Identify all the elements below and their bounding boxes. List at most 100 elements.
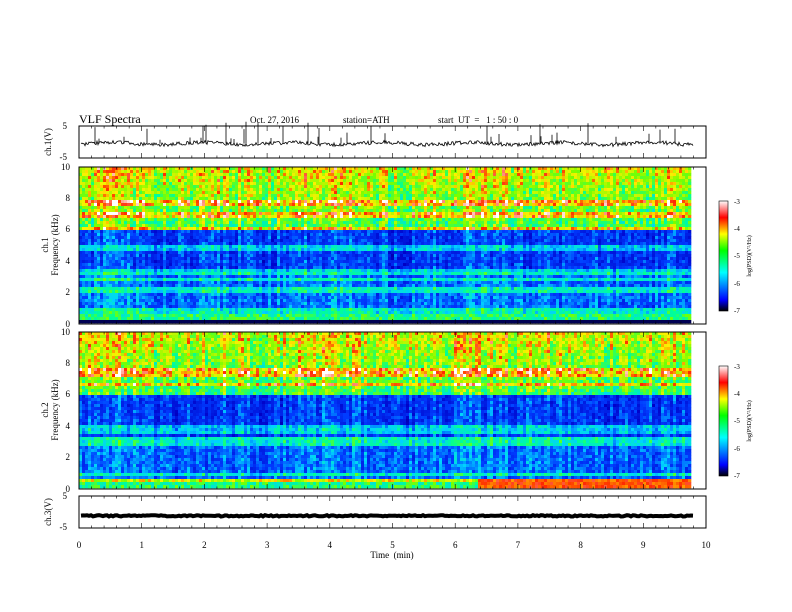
spectrogram-cell [163, 191, 167, 195]
spectrogram-cell [85, 239, 89, 243]
spectrogram-cell [223, 194, 227, 198]
spectrogram-cell [259, 191, 263, 195]
spectrogram-cell [577, 197, 581, 201]
spectrogram-cell [631, 191, 635, 195]
spectrogram-cell [517, 188, 521, 192]
spectrogram-cell [130, 233, 134, 237]
spectrogram-cell [136, 218, 140, 222]
spectrogram-cell [109, 236, 113, 240]
spectrogram-cell [397, 218, 401, 222]
spectrogram-cell [457, 230, 461, 234]
spectrogram-cell [292, 239, 296, 243]
spectrogram-cell [397, 227, 401, 231]
spectrogram-cell [271, 197, 275, 201]
spectrogram-cell [589, 200, 593, 204]
spectrogram-cell [688, 167, 692, 171]
spectrogram-cell [313, 173, 317, 177]
spectrogram-cell [307, 179, 311, 183]
spectrogram-cell [430, 173, 434, 177]
spectrogram-cell [277, 191, 281, 195]
spectrogram-cell [94, 191, 98, 195]
spectrogram-cell [406, 173, 410, 177]
spectrogram-cell [277, 197, 281, 201]
spectrogram-cell [373, 224, 377, 228]
spectrogram-cell [685, 191, 689, 195]
spectrogram-cell [469, 185, 473, 189]
spectrogram-cell [673, 191, 677, 195]
spectrogram-cell [643, 185, 647, 189]
spectrogram-cell [283, 182, 287, 186]
spectrogram-cell [193, 215, 197, 219]
spectrogram-cell [634, 182, 638, 186]
spectrogram-cell [298, 194, 302, 198]
spectrogram-cell [274, 167, 278, 171]
spectrogram-cell [409, 233, 413, 237]
spectrogram-cell [82, 230, 86, 234]
spectrogram-cell [418, 173, 422, 177]
spectrogram-cell [514, 191, 518, 195]
spectrogram-cell [172, 230, 176, 234]
spectrogram-cell [631, 167, 635, 171]
spectrogram-cell [586, 194, 590, 198]
spectrogram-cell [577, 236, 581, 240]
spectrogram-cell [97, 176, 101, 180]
spectrogram-cell [334, 188, 338, 192]
spectrogram-cell [139, 179, 143, 183]
spectrogram-cell [301, 239, 305, 243]
spectrogram-cell [133, 173, 137, 177]
spectrogram-cell [178, 227, 182, 231]
spectrogram-cell [325, 167, 329, 171]
spectrogram-cell [505, 224, 509, 228]
spectrogram-cell [577, 191, 581, 195]
spectrogram-cell [130, 224, 134, 228]
spectrogram-cell [304, 170, 308, 174]
spectrogram-cell [118, 170, 122, 174]
spectrogram-cell [118, 191, 122, 195]
spectrogram-cell [658, 221, 662, 225]
spectrogram-cell [157, 227, 161, 231]
spectrogram-cell [352, 200, 356, 204]
spectrogram-cell [679, 209, 683, 213]
spectrogram-cell [562, 176, 566, 180]
spectrogram-cell [295, 203, 299, 207]
spectrogram-cell [304, 218, 308, 222]
spectrogram-cell [412, 188, 416, 192]
spectrogram-cell [139, 167, 143, 171]
spectrogram-cell [538, 218, 542, 222]
spectrogram-cell [436, 197, 440, 201]
spectrogram-cell [268, 179, 272, 183]
spectrogram-cell [613, 182, 617, 186]
spectrogram-cell [151, 167, 155, 171]
spectrogram-cell [475, 197, 479, 201]
spectrogram-cell [304, 233, 308, 237]
spectrogram-cell [391, 197, 395, 201]
spectrogram-cell [349, 176, 353, 180]
spectrogram-cell [514, 212, 518, 216]
spectrogram-cell [466, 170, 470, 174]
spectrogram-cell [238, 224, 242, 228]
spectrogram-cell [82, 221, 86, 225]
spectrogram-cell [340, 170, 344, 174]
spectrogram-cell [550, 173, 554, 177]
spectrogram-cell [97, 182, 101, 186]
spectrogram-cell [445, 194, 449, 198]
spectrogram-cell [160, 188, 164, 192]
spectrogram-cell [235, 233, 239, 237]
spectrogram-cell [184, 191, 188, 195]
spectrogram-cell [202, 221, 206, 225]
spectrogram-cell [220, 194, 224, 198]
spectrogram-cell [178, 200, 182, 204]
spectrogram-cell [310, 239, 314, 243]
spectrogram-cell [217, 233, 221, 237]
spectrogram-cell [133, 236, 137, 240]
spectrogram-cell [502, 188, 506, 192]
spectrogram-cell [448, 188, 452, 192]
spectrogram-cell [103, 227, 107, 231]
spectrogram-cell [523, 188, 527, 192]
spectrogram-cell [418, 197, 422, 201]
spectrogram-cell [658, 206, 662, 210]
spectrogram-cell [85, 203, 89, 207]
spectrogram-cell [538, 197, 542, 201]
spectrogram-cell [394, 170, 398, 174]
spectrogram-cell [373, 230, 377, 234]
